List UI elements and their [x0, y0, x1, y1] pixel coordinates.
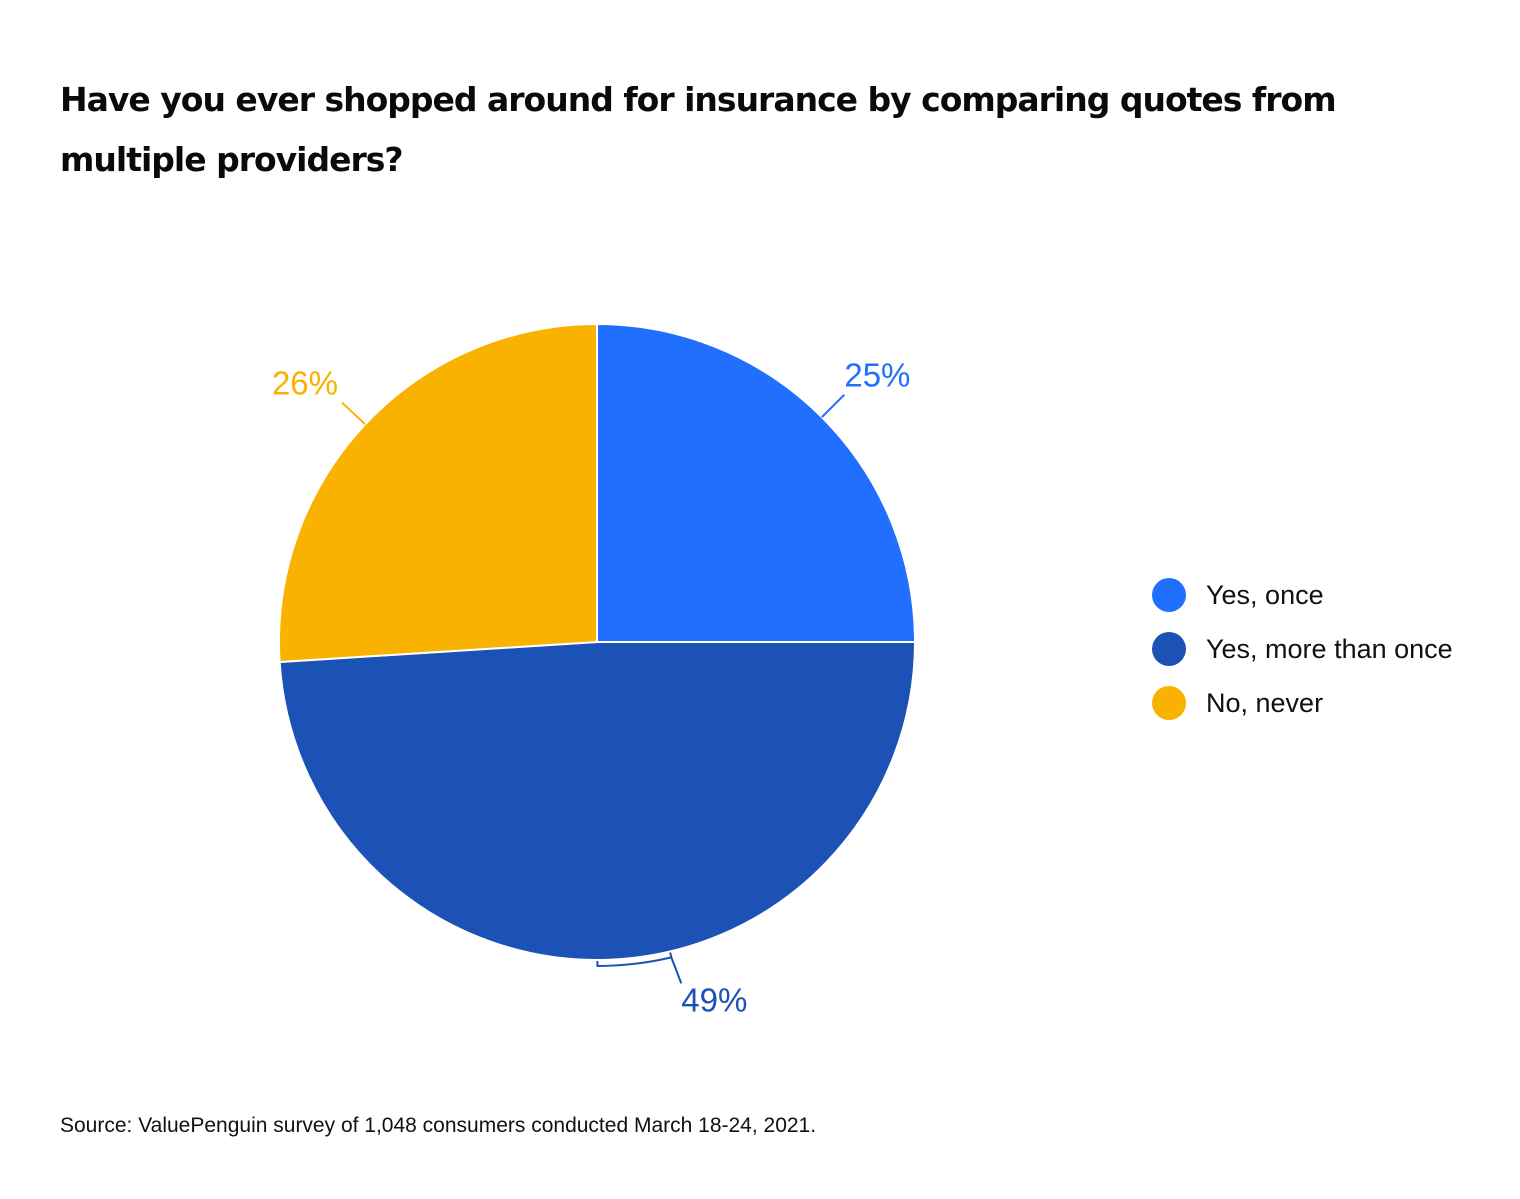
legend-swatch [1152, 578, 1186, 612]
source-note: Source: ValuePenguin survey of 1,048 con… [60, 1114, 817, 1137]
leader-bracket [596, 952, 673, 968]
slice-value-label: 26% [272, 365, 338, 402]
legend-item: Yes, once [1152, 568, 1453, 622]
legend: Yes, once Yes, more than once No, never [1152, 568, 1453, 730]
pie-slice [278, 641, 916, 961]
legend-item: No, never [1152, 676, 1453, 730]
legend-swatch [1152, 632, 1186, 666]
legend-swatch [1152, 686, 1186, 720]
slice-value-label: 49% [681, 981, 747, 1018]
leader-line [821, 393, 846, 418]
legend-item: Yes, more than once [1152, 622, 1453, 676]
chart-title: Have you ever shopped around for insuran… [60, 80, 1337, 179]
leader-line [341, 401, 366, 426]
pie-slice [278, 323, 598, 663]
leader-line [670, 957, 683, 984]
legend-label: No, never [1206, 687, 1324, 718]
legend-label: Yes, more than once [1206, 633, 1453, 664]
slice-value-label: 25% [844, 357, 910, 394]
legend-label: Yes, once [1206, 579, 1324, 610]
